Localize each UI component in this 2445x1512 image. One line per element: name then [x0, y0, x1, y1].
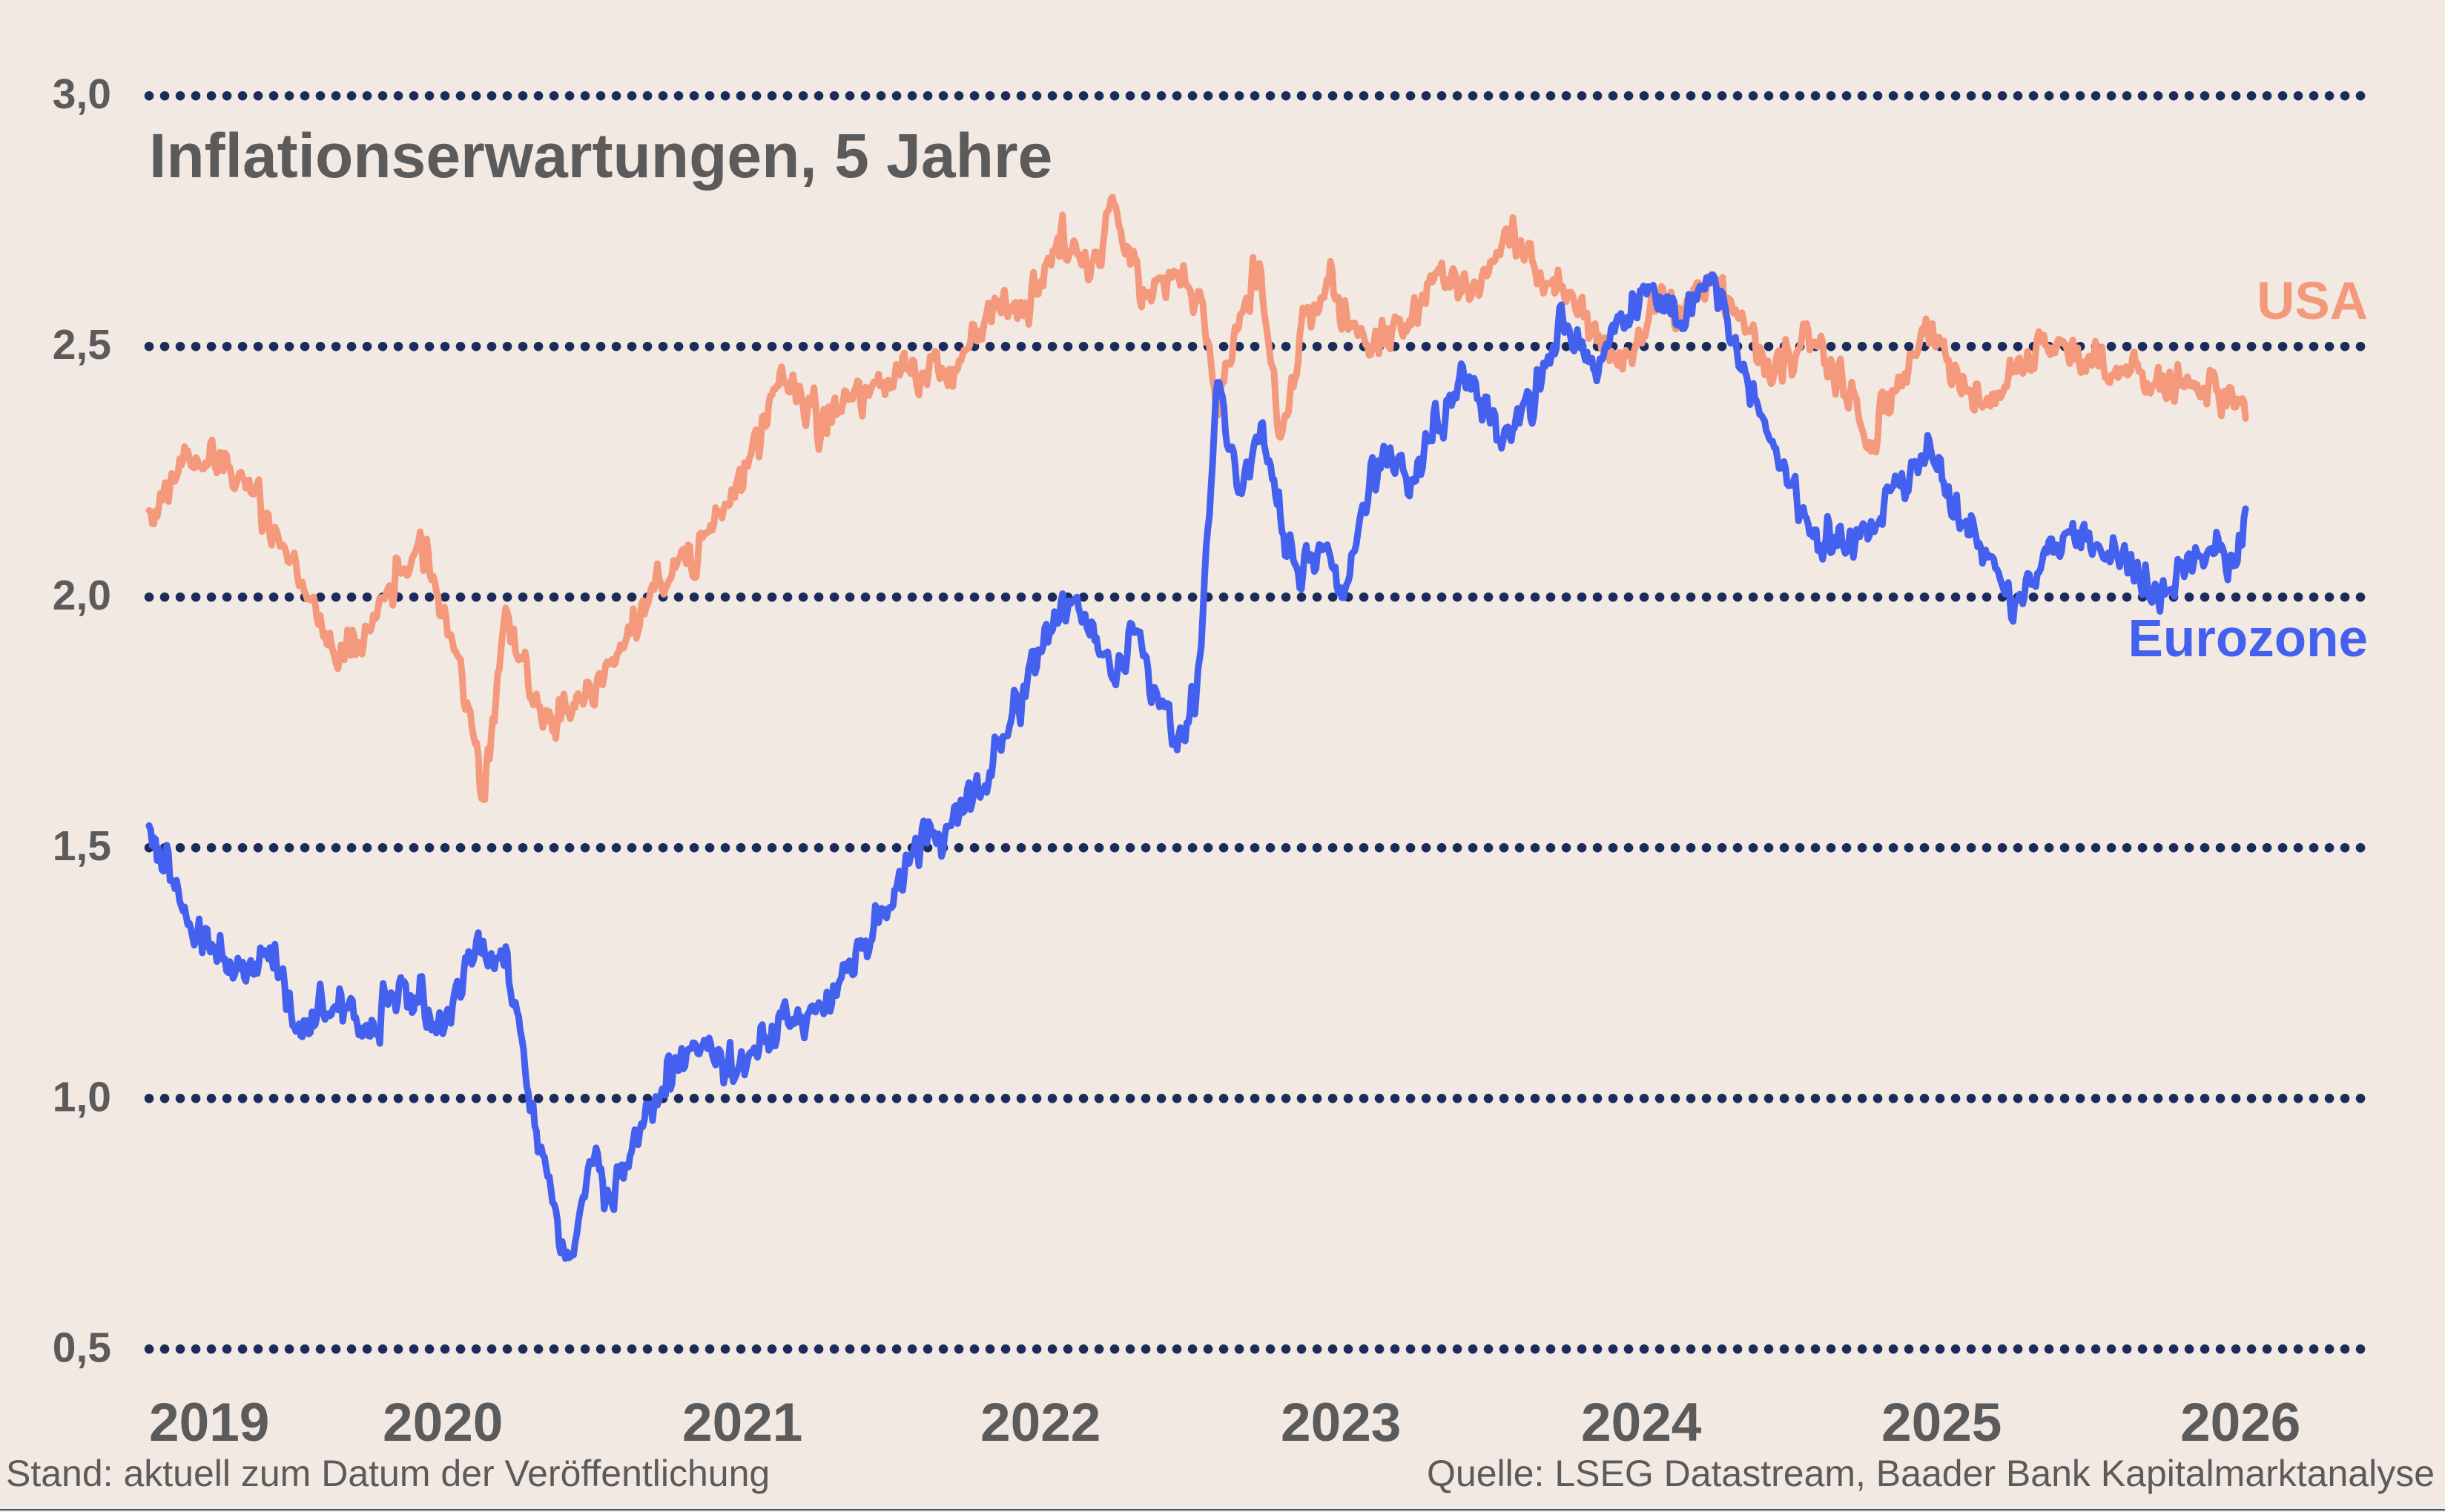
svg-text:2,5: 2,5: [53, 321, 111, 369]
svg-text:Stand: aktuell zum Datum der V: Stand: aktuell zum Datum der Veröffentli…: [6, 1453, 770, 1494]
svg-text:3,0: 3,0: [53, 70, 111, 118]
svg-text:2021: 2021: [682, 1393, 802, 1453]
svg-text:Inflationserwartungen, 5 Jahre: Inflationserwartungen, 5 Jahre: [149, 121, 1052, 191]
svg-text:2026: 2026: [2180, 1393, 2300, 1453]
svg-text:2020: 2020: [383, 1393, 503, 1453]
svg-text:0,5: 0,5: [53, 1324, 111, 1371]
svg-text:1,5: 1,5: [53, 822, 111, 870]
svg-text:2019: 2019: [149, 1393, 269, 1453]
svg-text:2023: 2023: [1281, 1393, 1401, 1453]
svg-text:Eurozone: Eurozone: [2128, 610, 2368, 668]
svg-text:2025: 2025: [1881, 1393, 2002, 1453]
svg-text:USA: USA: [2257, 272, 2368, 331]
svg-text:1,0: 1,0: [53, 1073, 111, 1120]
svg-text:2022: 2022: [980, 1393, 1101, 1453]
svg-text:2024: 2024: [1581, 1393, 1702, 1453]
svg-text:2,0: 2,0: [53, 572, 111, 619]
svg-text:Quelle: LSEG Datastream, Baade: Quelle: LSEG Datastream, Baader Bank Kap…: [1427, 1453, 2435, 1494]
